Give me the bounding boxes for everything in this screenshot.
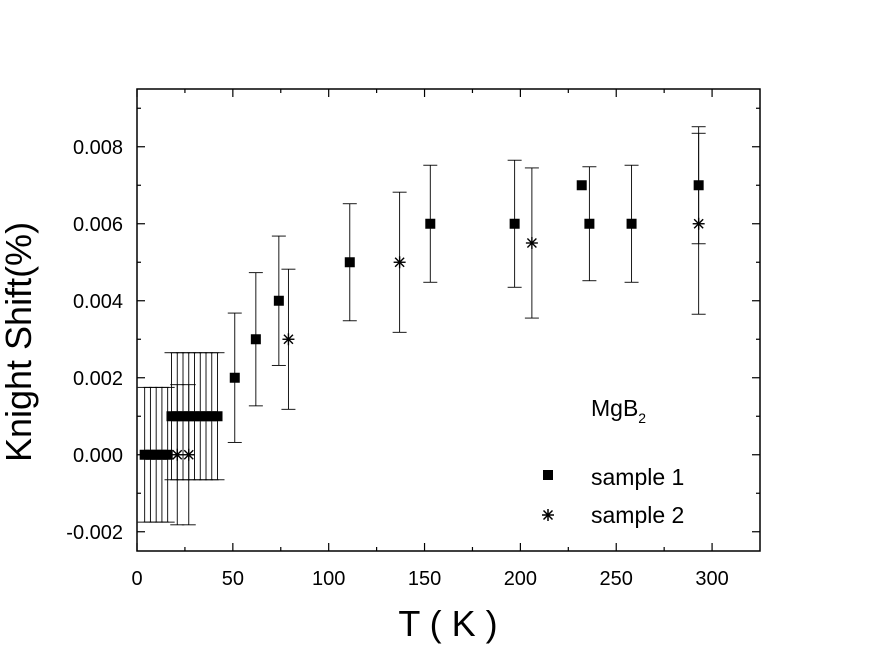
sample-2-point [525,237,538,249]
annotation-main: MgB [591,395,638,421]
sample-1-point [344,257,355,268]
sample-2-point [182,448,195,461]
y-axis-ticks: -0.002 0.000 0.002 0.004 0.006 0.008 [66,107,760,544]
sample-1-point [139,449,150,460]
sample-1-point [576,180,587,191]
sample-1-point [178,411,189,422]
y-tick-label: 0.004 [73,291,123,313]
sample-1-point [425,218,436,229]
sample-1-point [273,295,284,306]
y-tick-label: 0.006 [73,214,123,236]
sample-1-point [626,218,637,229]
sample-1-point [162,449,173,460]
sample-2-point [692,217,705,230]
y-axis-title: Knight Shift(%) [0,222,39,462]
sample-2-point [282,333,295,346]
x-tick-label: 150 [408,568,441,590]
sample-1-point [151,449,162,460]
sample-2-point [393,256,406,269]
sample-1-point [584,218,595,229]
x-tick-label: 100 [312,568,345,590]
legend-square-marker [543,470,553,480]
sample-1-point [172,411,183,422]
sample-1-point [201,411,212,422]
sample-1-point [509,218,520,229]
x-tick-label: 250 [600,568,633,590]
sample-1-point [693,180,704,191]
plot-frame [136,88,761,552]
sample-1-point [189,411,200,422]
sample-1-point [229,372,240,383]
x-tick-label: 300 [695,568,728,590]
sample-1-point [250,334,261,345]
sample-1-point [195,411,206,422]
sample-1-point [145,449,156,460]
legend-label-sample-1: sample 1 [591,464,684,490]
x-axis-ticks: 0 50 100 150 200 250 300 [131,89,729,590]
annotation-subscript: 2 [638,410,646,426]
sample-2-point [171,448,184,461]
x-tick-label: 50 [222,568,244,590]
legend-label-sample-2: sample 2 [591,502,684,528]
legend: sample 1 sample 2 [542,464,684,528]
y-tick-label: 0.000 [73,445,123,467]
x-tick-label: 200 [504,568,537,590]
sample-1-point [212,411,223,422]
y-tick-label: -0.002 [66,522,123,544]
sample-1-point [183,411,194,422]
data-markers [139,180,705,461]
legend-asterisk-marker [542,509,554,521]
sample-1-point [206,411,217,422]
y-tick-label: 0.002 [73,368,123,390]
sample-1-point [156,449,167,460]
y-tick-label: 0.008 [73,137,123,159]
material-annotation: MgB2 [591,395,646,426]
x-tick-label: 0 [131,568,142,590]
x-axis-title: T ( K ) [398,603,497,644]
sample-1-point [166,411,177,422]
